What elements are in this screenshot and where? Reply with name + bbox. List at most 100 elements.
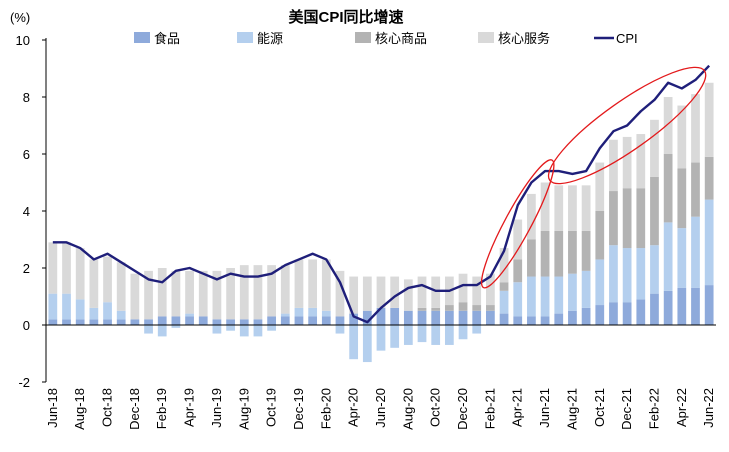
bar-food-Nov-19	[280, 316, 290, 325]
bar-core_goods-Oct-20	[431, 307, 441, 311]
cpi-line-layer	[52, 64, 711, 324]
bar-energy-Mar-20	[335, 325, 345, 334]
bar-energy-Jul-20	[390, 325, 400, 348]
bar-food-Jan-19	[144, 319, 153, 325]
bar-core_services-Nov-21	[609, 139, 618, 192]
bar-core_services-Dec-19	[294, 259, 304, 308]
bar-energy-Mar-19	[171, 325, 181, 328]
bar-core_goods-May-21	[527, 239, 536, 277]
bar-energy-Apr-21	[513, 282, 523, 317]
bar-core_services-Jan-21	[472, 276, 482, 306]
bar-food-Oct-20	[431, 310, 441, 325]
bar-food-Jan-22	[636, 299, 646, 325]
bar-energy-Nov-18	[116, 310, 126, 320]
bar-core_services-Mar-22	[663, 97, 673, 154]
legend-swatch-food	[134, 32, 150, 43]
legend-label-core_goods: 核心商品	[375, 31, 427, 46]
x-tick-label: Aug-20	[400, 388, 415, 430]
x-tick-label: Jun-21	[537, 388, 552, 428]
bar-energy-Apr-19	[185, 313, 194, 317]
bar-food-Sep-18	[89, 319, 99, 325]
bar-core_services-Jun-20	[376, 276, 386, 308]
bar-energy-Oct-20	[431, 325, 441, 345]
bar-food-Jan-20	[308, 316, 318, 325]
bar-core_services-Oct-21	[595, 162, 605, 211]
bar-energy-Jul-18	[62, 293, 71, 320]
legend-swatch-core_services	[478, 32, 494, 43]
bar-food-Jul-19	[226, 319, 235, 325]
bar-core_services-Feb-21	[486, 273, 495, 306]
bar-food-Apr-20	[349, 313, 359, 325]
bar-energy-Nov-20	[444, 325, 454, 345]
bar-core_services-Oct-18	[103, 256, 112, 303]
bar-energy-Feb-22	[650, 245, 659, 294]
x-tick-label: Jun-20	[373, 388, 388, 428]
bar-core_services-Apr-20	[349, 276, 359, 314]
bar-food-Jun-20	[376, 307, 386, 325]
bar-core_goods-Jun-21	[540, 230, 550, 277]
bar-energy-May-22	[691, 216, 700, 288]
chart-title: 美国CPI同比增速	[288, 8, 403, 26]
bar-core_services-Nov-19	[280, 265, 290, 314]
bar-energy-Apr-22	[677, 228, 687, 288]
bar-food-Mar-21	[499, 313, 509, 325]
bar-food-Nov-20	[444, 310, 454, 325]
highlight-ellipse	[480, 159, 555, 289]
x-tick-label: Oct-18	[100, 388, 115, 427]
bar-food-Aug-21	[568, 310, 577, 325]
bar-core_goods-Jul-21	[554, 230, 564, 277]
bar-core_services-Aug-20	[403, 279, 413, 311]
bar-core_services-Aug-18	[75, 248, 85, 300]
bar-energy-Aug-19	[239, 325, 249, 337]
x-tick-label: Apr-22	[674, 388, 689, 427]
bar-core_goods-Jan-21	[472, 305, 482, 311]
bar-core_services-Jul-20	[390, 276, 400, 308]
bars-layer	[48, 82, 714, 363]
y-tick-label: 8	[23, 90, 30, 105]
bar-energy-Jun-20	[376, 325, 386, 351]
bar-core_services-Oct-19	[267, 265, 276, 317]
bar-core_services-Jan-19	[144, 270, 153, 320]
y-axis: -2 0 2 4 6 8 10	[16, 33, 47, 390]
legend-swatch-energy	[237, 32, 253, 43]
bar-core_goods-Dec-21	[622, 188, 632, 249]
legend-label-food: 食品	[154, 31, 180, 46]
x-tick-label: Apr-21	[510, 388, 525, 427]
bar-food-Nov-18	[116, 319, 126, 325]
y-tick-label: 0	[23, 318, 30, 333]
bar-food-Sep-20	[417, 310, 427, 325]
x-tick-label: Dec-20	[455, 388, 470, 430]
x-tick-label: Feb-21	[482, 388, 497, 429]
bar-core_services-Jun-22	[704, 82, 714, 157]
bar-core_services-Jan-22	[636, 134, 646, 189]
legend-label-energy: 能源	[257, 31, 283, 46]
bar-core_services-Apr-22	[677, 105, 687, 169]
bar-energy-Jan-19	[144, 325, 153, 334]
x-tick-label: Feb-19	[154, 388, 169, 429]
bar-food-Feb-22	[650, 293, 659, 325]
bar-core_goods-Dec-20	[458, 302, 468, 311]
bar-energy-Sep-20	[417, 325, 427, 343]
bar-core_services-May-22	[691, 94, 700, 163]
bar-energy-May-21	[527, 276, 536, 317]
bar-core_services-Oct-20	[431, 276, 441, 308]
bar-energy-Jun-21	[540, 276, 550, 317]
bar-energy-Aug-21	[568, 273, 577, 311]
bar-core_services-Sep-18	[89, 259, 99, 308]
bar-energy-Mar-22	[663, 222, 673, 291]
bar-core_goods-Apr-21	[513, 259, 523, 283]
bar-food-Jun-19	[212, 319, 222, 325]
x-tick-label: Oct-20	[428, 388, 443, 427]
legend-label-cpi: CPI	[616, 31, 638, 46]
x-tick-label: Oct-19	[264, 388, 279, 427]
bar-food-Feb-19	[157, 316, 167, 325]
bar-food-Apr-22	[677, 287, 687, 325]
bar-food-Jul-20	[390, 307, 400, 325]
x-tick-label: Aug-21	[564, 388, 579, 430]
bar-energy-Jul-21	[554, 276, 564, 314]
bar-energy-Oct-18	[103, 302, 112, 320]
x-axis: Jun-18 Aug-18 Oct-18 Dec-18 Feb-19 Apr-19 Jun-…	[45, 388, 716, 430]
bar-food-Aug-18	[75, 319, 85, 325]
y-unit-label: (%)	[10, 10, 30, 25]
